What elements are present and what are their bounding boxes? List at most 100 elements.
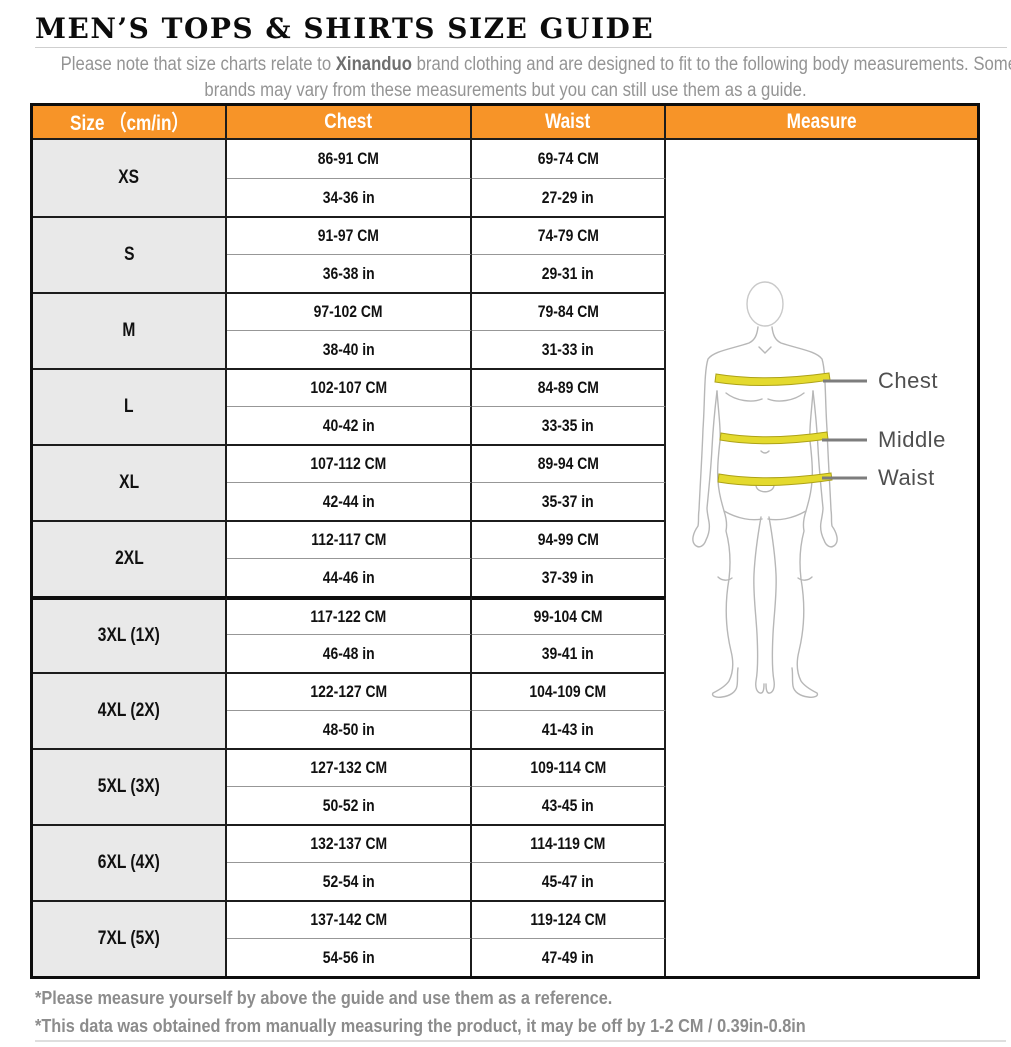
waist-in-cell: 31-33 in <box>472 330 666 368</box>
size-cell-7xl: 7XL (5X) <box>33 900 227 976</box>
size-label: 6XL (4X) <box>97 852 161 873</box>
chest-cm-value: 112-117 CM <box>310 530 387 549</box>
waist-in-value: 31-33 in <box>542 339 594 359</box>
size-cell-m: M <box>33 292 227 368</box>
figure-label-chest: Chest <box>878 368 938 393</box>
bottom-divider <box>35 1040 1006 1042</box>
waist-cm-value: 69-74 CM <box>537 149 599 168</box>
chest-cm-cell: 117-122 CM <box>227 596 472 634</box>
size-label: 7XL (5X) <box>97 928 161 949</box>
waist-in-value: 43-45 in <box>542 795 594 815</box>
waist-cm-cell: 74-79 CM <box>472 216 666 254</box>
waist-cm-value: 79-84 CM <box>537 302 599 321</box>
col-header-chest: Chest <box>227 106 472 140</box>
waist-in-value: 37-39 in <box>542 567 594 587</box>
size-cell-xl: XL <box>33 444 227 520</box>
size-cell-6xl: 6XL (4X) <box>33 824 227 900</box>
size-label: XL <box>119 472 139 493</box>
size-label: XS <box>118 167 140 188</box>
note-tolerance: *This data was obtained from manually me… <box>35 1015 806 1036</box>
chest-in-value: 52-54 in <box>322 871 375 891</box>
chest-cm-value: 137-142 CM <box>310 910 387 929</box>
chest-in-cell: 52-54 in <box>227 862 472 900</box>
chest-cm-cell: 137-142 CM <box>227 900 472 938</box>
waist-in-value: 45-47 in <box>542 871 594 891</box>
size-label: 3XL (1X) <box>97 625 161 646</box>
col-header-size-label: Size （cm/in） <box>69 112 189 135</box>
chest-cm-value: 91-97 CM <box>317 226 380 245</box>
chest-cm-cell: 122-127 CM <box>227 672 472 710</box>
chest-cm-cell: 91-97 CM <box>227 216 472 254</box>
chest-cm-value: 102-107 CM <box>310 378 387 397</box>
size-label: 2XL <box>114 548 144 569</box>
chest-cm-value: 97-102 CM <box>314 302 383 321</box>
waist-cm-value: 74-79 CM <box>537 226 599 245</box>
waist-in-value: 29-31 in <box>542 263 594 283</box>
chest-cm-value: 117-122 CM <box>310 607 387 626</box>
size-cell-xs: XS <box>33 140 227 216</box>
waist-in-cell: 41-43 in <box>472 710 666 748</box>
waist-cm-value: 99-104 CM <box>533 607 603 626</box>
size-table: Size （cm/in） Chest Waist Measure XS 86-9… <box>30 103 980 979</box>
waist-cm-cell: 99-104 CM <box>472 596 666 634</box>
waist-cm-cell: 104-109 CM <box>472 672 666 710</box>
waist-cm-value: 114-119 CM <box>530 834 606 853</box>
waist-cm-cell: 84-89 CM <box>472 368 666 406</box>
chest-cm-cell: 107-112 CM <box>227 444 472 482</box>
waist-in-value: 35-37 in <box>542 491 594 511</box>
waist-in-cell: 39-41 in <box>472 634 666 672</box>
subtitle-line-1: Please note that size charts relate to X… <box>61 52 1011 78</box>
size-label: S <box>123 244 135 265</box>
chest-in-cell: 36-38 in <box>227 254 472 292</box>
size-cell-l: L <box>33 368 227 444</box>
chest-in-value: 54-56 in <box>322 947 375 967</box>
chest-cm-cell: 127-132 CM <box>227 748 472 786</box>
chest-in-value: 46-48 in <box>322 643 375 663</box>
col-header-measure-label: Measure <box>786 110 857 133</box>
chest-in-cell: 46-48 in <box>227 634 472 672</box>
waist-in-cell: 27-29 in <box>472 178 666 216</box>
col-header-waist-label: Waist <box>545 110 591 133</box>
chest-in-value: 44-46 in <box>322 567 375 587</box>
chest-cm-cell: 112-117 CM <box>227 520 472 558</box>
waist-in-cell: 43-45 in <box>472 786 666 824</box>
size-cell-5xl: 5XL (3X) <box>33 748 227 824</box>
col-header-chest-label: Chest <box>324 110 373 133</box>
chest-cm-value: 127-132 CM <box>310 758 387 777</box>
chest-in-cell: 50-52 in <box>227 786 472 824</box>
chest-in-value: 40-42 in <box>322 415 375 435</box>
waist-cm-value: 119-124 CM <box>530 910 606 929</box>
chest-cm-cell: 86-91 CM <box>227 140 472 178</box>
measure-illustration-cell: Chest Middle Waist <box>666 140 977 976</box>
chest-in-cell: 42-44 in <box>227 482 472 520</box>
note-reference: *Please measure yourself by above the gu… <box>35 987 613 1008</box>
subtitle: Please note that size charts relate to X… <box>0 52 1011 104</box>
subtitle-text: brand clothing and are designed to fit t… <box>411 54 1011 75</box>
waist-cm-value: 104-109 CM <box>529 682 607 701</box>
col-header-size: Size （cm/in） <box>33 106 227 140</box>
chest-cm-value: 132-137 CM <box>310 834 387 853</box>
size-cell-2xl: 2XL <box>33 520 227 596</box>
size-cell-4xl: 4XL (2X) <box>33 672 227 748</box>
waist-cm-cell: 69-74 CM <box>472 140 666 178</box>
waist-cm-cell: 109-114 CM <box>472 748 666 786</box>
chest-cm-cell: 102-107 CM <box>227 368 472 406</box>
waist-cm-cell: 89-94 CM <box>472 444 666 482</box>
waist-cm-cell: 119-124 CM <box>472 900 666 938</box>
waist-in-value: 27-29 in <box>542 187 594 207</box>
subtitle-line-2: brands may vary from these measurements … <box>204 80 807 101</box>
title-divider <box>35 47 1007 48</box>
chest-in-value: 34-36 in <box>322 187 375 207</box>
col-header-waist: Waist <box>472 106 666 140</box>
waist-in-value: 41-43 in <box>542 719 594 739</box>
waist-cm-cell: 114-119 CM <box>472 824 666 862</box>
waist-in-cell: 29-31 in <box>472 254 666 292</box>
chest-cm-cell: 132-137 CM <box>227 824 472 862</box>
chest-in-value: 42-44 in <box>322 491 375 511</box>
waist-cm-value: 89-94 CM <box>537 454 599 473</box>
chest-cm-value: 107-112 CM <box>310 454 387 473</box>
waist-in-cell: 47-49 in <box>472 938 666 976</box>
chest-in-cell: 54-56 in <box>227 938 472 976</box>
chest-in-cell: 38-40 in <box>227 330 472 368</box>
chest-in-cell: 48-50 in <box>227 710 472 748</box>
